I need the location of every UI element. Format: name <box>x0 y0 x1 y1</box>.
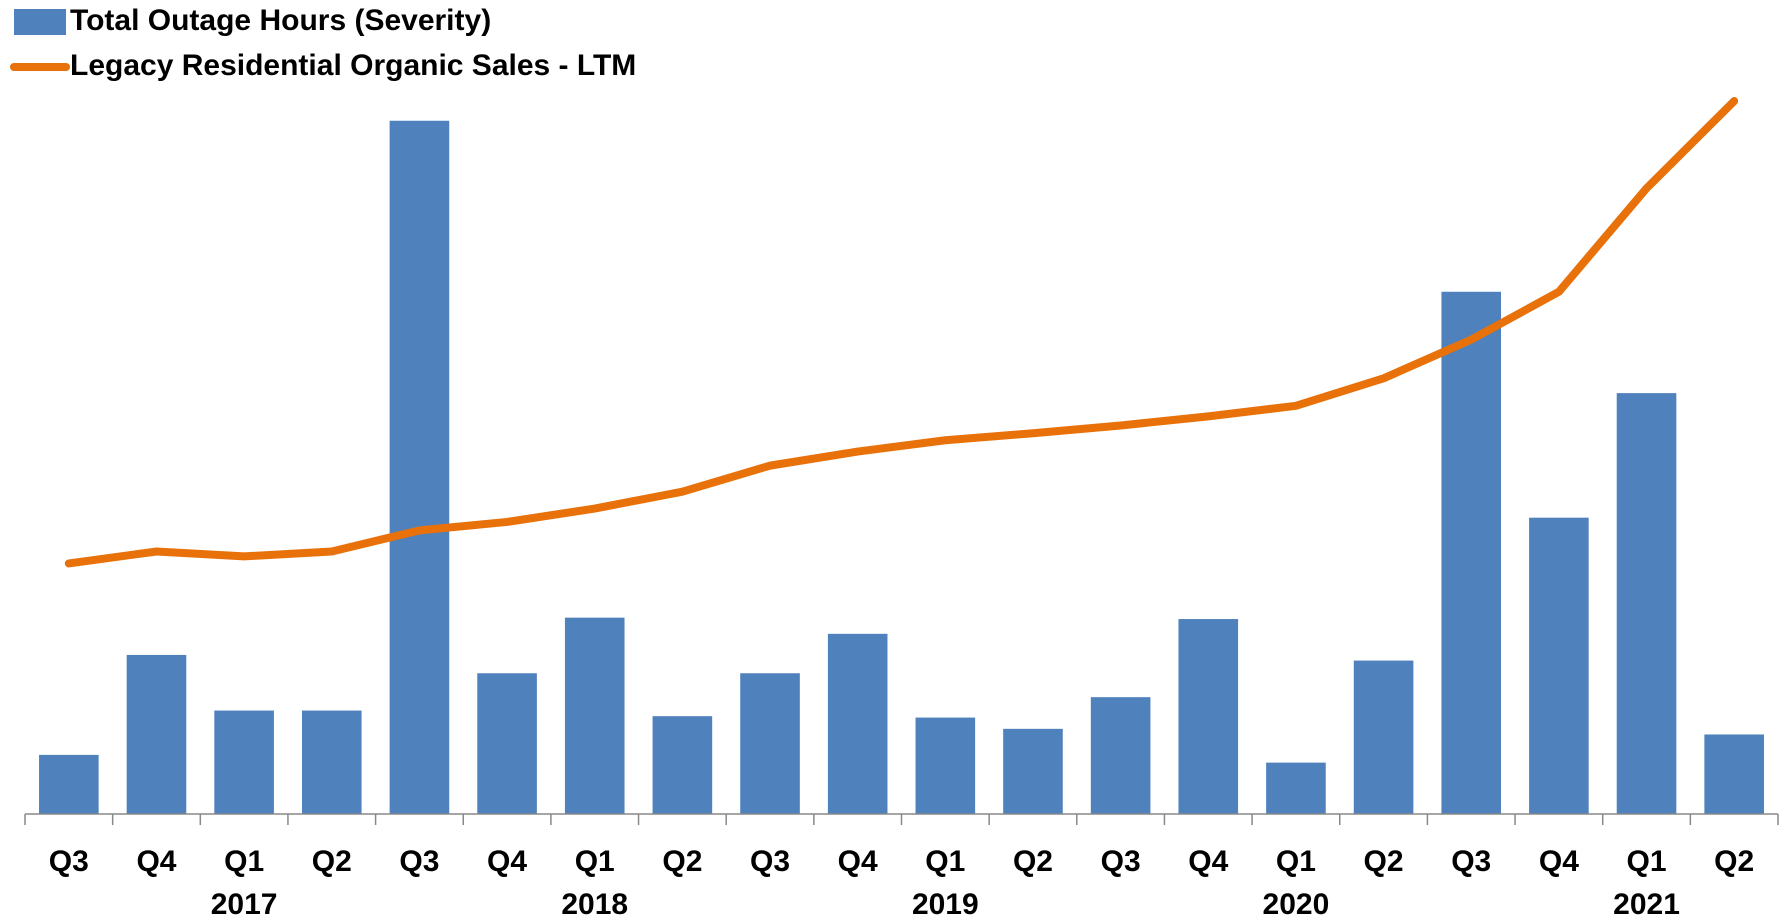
x-tick-label: Q2 <box>1364 845 1404 878</box>
bar <box>301 710 362 814</box>
x-tick-label: Q3 <box>399 845 439 878</box>
x-tick-label: Q2 <box>1714 845 1754 878</box>
year-label: 2017 <box>211 888 278 921</box>
x-tick-label: Q3 <box>1101 845 1141 878</box>
x-tick-label: Q3 <box>49 845 89 878</box>
bar <box>827 633 888 814</box>
x-tick-label: Q1 <box>1276 845 1316 878</box>
year-label: 2019 <box>912 888 979 921</box>
x-tick-label: Q1 <box>224 845 264 878</box>
bar <box>1266 762 1326 814</box>
bar <box>1704 734 1764 814</box>
bar <box>740 673 800 814</box>
x-tick-label: Q3 <box>1451 845 1491 878</box>
x-tick-label: Q2 <box>662 845 702 878</box>
bar <box>1003 728 1063 814</box>
x-tick-label: Q4 <box>136 845 176 878</box>
year-label: 2021 <box>1613 888 1680 921</box>
bar <box>652 716 713 814</box>
x-tick-label: Q4 <box>1188 845 1228 878</box>
x-tick-label: Q2 <box>1013 845 1053 878</box>
x-tick-label: Q3 <box>750 845 790 878</box>
year-label: 2020 <box>1263 888 1330 921</box>
bar <box>1178 619 1239 814</box>
bar <box>1529 517 1589 814</box>
x-tick-label: Q4 <box>838 845 878 878</box>
line <box>64 97 1739 568</box>
bar <box>1090 697 1151 814</box>
bar <box>39 754 99 814</box>
bar <box>915 717 976 814</box>
bar <box>564 617 625 814</box>
x-tick-label: Q1 <box>575 845 615 878</box>
bar <box>477 673 537 814</box>
bar <box>126 654 187 814</box>
bar <box>1616 393 1677 814</box>
x-tick-label: Q1 <box>925 845 965 878</box>
bar <box>1353 660 1414 814</box>
bar <box>214 710 274 814</box>
year-label: 2018 <box>561 888 628 921</box>
x-tick-label: Q2 <box>312 845 352 878</box>
legend-label: Legacy Residential Organic Sales - LTM <box>70 49 636 82</box>
bar <box>389 120 450 814</box>
legend-label: Total Outage Hours (Severity) <box>70 4 491 37</box>
x-tick-label: Q1 <box>1627 845 1667 878</box>
bar <box>1441 291 1502 815</box>
legend-swatch <box>14 9 66 35</box>
x-tick-label: Q4 <box>1539 845 1579 878</box>
x-tick-label: Q4 <box>487 845 527 878</box>
